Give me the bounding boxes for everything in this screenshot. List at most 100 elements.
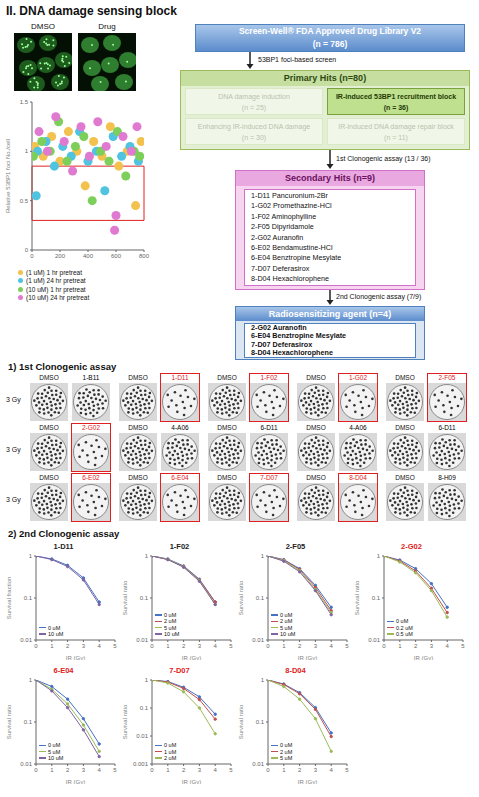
svg-text:1: 1 (145, 553, 149, 559)
html-text:2) 2nd Clonogenic assay: 2) 2nd Clonogenic assay (8, 528, 120, 539)
svg-text:IR (Gy): IR (Gy) (182, 779, 201, 784)
svg-text:0.01: 0.01 (252, 761, 264, 767)
svg-text:5: 5 (113, 643, 117, 649)
html-text:Screen-Well® FDA Approved Drug: Screen-Well® FDA Approved Drug Library V… (238, 26, 422, 36)
svg-text:3: 3 (314, 643, 318, 649)
svg-text:1: 1 (50, 643, 54, 649)
svg-text:0: 0 (382, 643, 386, 649)
svg-text:1: 1 (166, 643, 170, 649)
html-text:II. DNA damage sensing block: II. DNA damage sensing block (6, 4, 177, 18)
svg-text:5: 5 (345, 767, 349, 773)
svg-text:200: 200 (55, 253, 66, 259)
html-text:(n = 786): (n = 786) (312, 39, 348, 49)
svg-text:0.1: 0.1 (140, 705, 149, 711)
svg-text:IR (Gy): IR (Gy) (298, 655, 317, 660)
svg-text:0.1: 0.1 (24, 719, 33, 725)
svg-text:3: 3 (82, 767, 86, 773)
svg-text:2: 2 (182, 767, 186, 773)
svg-text:IR (Gy): IR (Gy) (66, 655, 85, 660)
svg-text:IR (Gy): IR (Gy) (414, 655, 433, 660)
svg-text:Survival ratio: Survival ratio (122, 704, 128, 739)
svg-text:1: 1 (29, 677, 33, 683)
html-text:6-E04 Benztropine Mesylate: 6-E04 Benztropine Mesylate (251, 253, 342, 263)
svg-text:4: 4 (98, 767, 102, 773)
svg-text:IR (Gy): IR (Gy) (66, 779, 85, 784)
svg-text:1: 1 (282, 643, 286, 649)
svg-text:IR (Gy): IR (Gy) (182, 655, 201, 660)
svg-text:4: 4 (330, 643, 334, 649)
svg-text:Survival ratio: Survival ratio (354, 580, 360, 615)
svg-text:800: 800 (139, 253, 150, 259)
svg-text:4: 4 (214, 767, 218, 773)
svg-text:4: 4 (98, 643, 102, 649)
svg-text:5: 5 (461, 643, 465, 649)
svg-text:IR (Gy): IR (Gy) (298, 779, 317, 784)
svg-text:3: 3 (314, 767, 318, 773)
svg-text:Survival ratio: Survival ratio (238, 580, 244, 615)
svg-text:0.1: 0.1 (256, 595, 265, 601)
svg-text:0: 0 (150, 767, 154, 773)
html-text:1) 1st Clonogenic assay: 1) 1st Clonogenic assay (8, 361, 117, 372)
svg-text:Survival ratio: Survival ratio (8, 704, 12, 739)
svg-text:0: 0 (266, 767, 270, 773)
svg-text:3: 3 (430, 643, 434, 649)
svg-text:1: 1 (25, 148, 29, 154)
svg-text:1: 1 (377, 553, 381, 559)
svg-text:2: 2 (66, 767, 70, 773)
svg-text:0.01: 0.01 (20, 637, 32, 643)
svg-text:0.01: 0.01 (136, 733, 148, 739)
svg-text:1: 1 (398, 643, 402, 649)
svg-text:4: 4 (214, 643, 218, 649)
svg-text:4: 4 (330, 767, 334, 773)
html-text:2-F05 Dipyridamole: 2-F05 Dipyridamole (251, 222, 314, 232)
svg-text:1: 1 (145, 677, 149, 683)
svg-text:0.01: 0.01 (136, 637, 148, 643)
html-text:Secondary Hits (n=9): Secondary Hits (n=9) (285, 173, 375, 183)
svg-text:0: 0 (34, 767, 38, 773)
svg-text:2: 2 (298, 767, 302, 773)
svg-text:Relative 53BP1 foci No./cell: Relative 53BP1 foci No./cell (8, 139, 11, 213)
svg-text:1: 1 (282, 767, 286, 773)
svg-text:0: 0 (25, 247, 29, 253)
svg-text:0.1: 0.1 (256, 719, 265, 725)
svg-text:5: 5 (113, 767, 117, 773)
svg-text:0.01: 0.01 (368, 637, 380, 643)
svg-text:0: 0 (30, 253, 34, 259)
svg-text:Survival fraction: Survival fraction (8, 577, 12, 620)
svg-text:0: 0 (34, 643, 38, 649)
svg-text:1: 1 (50, 767, 54, 773)
svg-text:5: 5 (345, 643, 349, 649)
svg-text:1.5: 1.5 (20, 99, 29, 105)
html-text:Primary Hits (n=80): Primary Hits (n=80) (283, 73, 367, 83)
svg-text:0.1: 0.1 (372, 595, 381, 601)
svg-text:1: 1 (261, 553, 265, 559)
svg-text:3: 3 (82, 643, 86, 649)
svg-text:5: 5 (229, 643, 233, 649)
svg-text:0.01: 0.01 (20, 761, 32, 767)
svg-text:2: 2 (414, 643, 418, 649)
html-text:2-G02 Auranofin: 2-G02 Auranofin (251, 232, 304, 242)
svg-text:3: 3 (198, 643, 202, 649)
svg-text:0: 0 (150, 643, 154, 649)
svg-text:0.1: 0.1 (24, 595, 33, 601)
svg-text:1: 1 (29, 553, 33, 559)
svg-text:Survival ratio: Survival ratio (122, 580, 128, 615)
svg-text:2: 2 (182, 643, 186, 649)
svg-text:3: 3 (198, 767, 202, 773)
html-text:1-G02 Promethazine-HCl: 1-G02 Promethazine-HCl (251, 201, 332, 211)
svg-text:1: 1 (261, 677, 265, 683)
svg-text:0.5: 0.5 (20, 198, 29, 204)
svg-text:4: 4 (446, 643, 450, 649)
svg-text:0.1: 0.1 (140, 595, 149, 601)
svg-text:Survival ratio: Survival ratio (238, 704, 244, 739)
svg-text:2: 2 (298, 643, 302, 649)
svg-text:600: 600 (111, 253, 122, 259)
svg-text:400: 400 (83, 253, 94, 259)
html-text:1-F02 Aminophylline: 1-F02 Aminophylline (251, 211, 317, 221)
svg-text:0: 0 (266, 643, 270, 649)
svg-text:2: 2 (66, 643, 70, 649)
svg-text:1: 1 (166, 767, 170, 773)
svg-text:0.01: 0.01 (252, 637, 264, 643)
svg-text:5: 5 (229, 767, 233, 773)
svg-text:0.001: 0.001 (133, 761, 149, 767)
